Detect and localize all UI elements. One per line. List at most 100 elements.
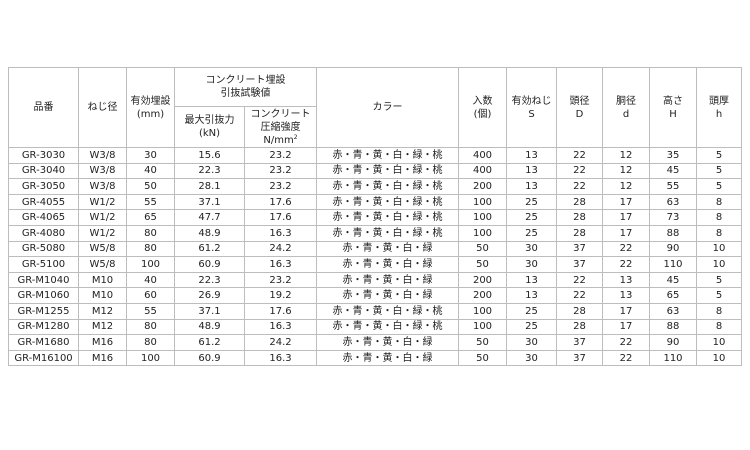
header-eff-thread: 有効ねじ S xyxy=(506,67,557,148)
table-row: GR-M1680 M16 80 61.2 24.2 赤・青・黄・白・緑 50 30 37 22 90… xyxy=(8,334,742,351)
cell-max-pullout: 60.9 xyxy=(174,349,245,367)
cell-head-thick: 10 xyxy=(696,334,742,351)
cell-body-dia: 22 xyxy=(602,349,650,367)
cell-color: 赤・青・黄・白・緑・桃 xyxy=(316,193,459,211)
cell-color: 赤・青・黄・白・緑・桃 xyxy=(316,162,459,180)
cell-qty: 200 xyxy=(458,178,507,195)
cell-head-thick: 8 xyxy=(696,193,742,211)
header-concrete-strength: コンクリート 圧縮強度 N/mm2 xyxy=(244,106,317,148)
table-row: GR-M1255 M12 55 37.1 17.6 赤・青・黄・白・緑・桃 100 25 28 1… xyxy=(8,302,742,320)
cell-color: 赤・青・黄・白・緑・桃 xyxy=(316,224,459,242)
cell-thread: W1/2 xyxy=(78,224,127,242)
cell-max-pullout: 48.9 xyxy=(174,224,245,242)
cell-thread: W5/8 xyxy=(78,240,127,258)
cell-concrete-strength: 17.6 xyxy=(244,302,317,320)
cell-head-dia: 22 xyxy=(556,178,603,195)
cell-body-dia: 12 xyxy=(602,178,650,195)
cell-eff-thread: 30 xyxy=(506,256,557,273)
cell-max-pullout: 37.1 xyxy=(174,302,245,320)
cell-height: 88 xyxy=(649,318,697,336)
cell-height: 45 xyxy=(649,271,697,289)
symbol: h xyxy=(715,108,723,120)
cell-max-pullout: 48.9 xyxy=(174,318,245,336)
cell-embed-depth: 55 xyxy=(126,302,175,320)
unit: N/mm xyxy=(263,134,294,146)
header-head-thick: 頭厚 h xyxy=(696,67,742,148)
cell-embed-depth: 50 xyxy=(126,178,175,195)
table-row: GR-M1060 M10 60 26.9 19.2 赤・青・黄・白・緑 200 13 22 13 6… xyxy=(8,287,742,304)
cell-part-no: GR-4055 xyxy=(8,193,79,211)
cell-thread: M10 xyxy=(78,287,127,304)
table-row: GR-4080 W1/2 80 48.9 16.3 赤・青・黄・白・緑・桃 100 25 28 1… xyxy=(8,224,742,242)
cell-head-dia: 22 xyxy=(556,271,603,289)
cell-embed-depth: 80 xyxy=(126,224,175,242)
table-row: GR-3030 W3/8 30 15.6 23.2 赤・青・黄・白・緑・桃 400 13 22 1… xyxy=(8,147,742,164)
cell-head-dia: 22 xyxy=(556,287,603,304)
cell-head-thick: 5 xyxy=(696,271,742,289)
cell-thread: W3/8 xyxy=(78,147,127,164)
cell-thread: M16 xyxy=(78,334,127,351)
cell-body-dia: 17 xyxy=(602,224,650,242)
cell-head-dia: 28 xyxy=(556,209,603,226)
cell-color: 赤・青・黄・白・緑・桃 xyxy=(316,318,459,336)
cell-part-no: GR-3030 xyxy=(8,147,79,164)
cell-thread: M12 xyxy=(78,302,127,320)
table-row: GR-4065 W1/2 65 47.7 17.6 赤・青・黄・白・緑・桃 100 25 28 1… xyxy=(8,209,742,226)
cell-head-thick: 10 xyxy=(696,349,742,367)
label: 有効ねじ xyxy=(511,95,552,107)
cell-max-pullout: 15.6 xyxy=(174,147,245,164)
cell-color: 赤・青・黄・白・緑・桃 xyxy=(316,178,459,195)
header-part-no: 品番 xyxy=(8,67,79,148)
label: コンクリート xyxy=(250,108,311,120)
cell-eff-thread: 30 xyxy=(506,240,557,258)
cell-eff-thread: 13 xyxy=(506,178,557,195)
cell-max-pullout: 47.7 xyxy=(174,209,245,226)
cell-concrete-strength: 19.2 xyxy=(244,287,317,304)
label: 入数 xyxy=(472,95,493,107)
cell-head-dia: 37 xyxy=(556,240,603,258)
cell-body-dia: 17 xyxy=(602,302,650,320)
cell-height: 65 xyxy=(649,287,697,304)
cell-head-dia: 22 xyxy=(556,147,603,164)
cell-max-pullout: 22.3 xyxy=(174,162,245,180)
cell-qty: 100 xyxy=(458,224,507,242)
cell-body-dia: 17 xyxy=(602,209,650,226)
cell-color: 赤・青・黄・白・緑 xyxy=(316,334,459,351)
cell-eff-thread: 13 xyxy=(506,147,557,164)
cell-part-no: GR-5080 xyxy=(8,240,79,258)
cell-eff-thread: 25 xyxy=(506,318,557,336)
table-row: GR-3040 W3/8 40 22.3 23.2 赤・青・黄・白・緑・桃 400 13 22 1… xyxy=(8,162,742,180)
cell-eff-thread: 13 xyxy=(506,287,557,304)
cell-concrete-strength: 24.2 xyxy=(244,334,317,351)
cell-qty: 200 xyxy=(458,287,507,304)
cell-head-dia: 22 xyxy=(556,162,603,180)
cell-height: 90 xyxy=(649,334,697,351)
cell-embed-depth: 100 xyxy=(126,349,175,367)
label: 有効埋設 xyxy=(130,95,171,107)
cell-eff-thread: 25 xyxy=(506,302,557,320)
cell-concrete-strength: 24.2 xyxy=(244,240,317,258)
cell-qty: 50 xyxy=(458,334,507,351)
symbol: S xyxy=(528,108,535,120)
table-row: GR-3050 W3/8 50 28.1 23.2 赤・青・黄・白・緑・桃 200 13 22 1… xyxy=(8,178,742,195)
cell-embed-depth: 55 xyxy=(126,193,175,211)
header-body-dia: 胴径 d xyxy=(602,67,650,148)
cell-max-pullout: 22.3 xyxy=(174,271,245,289)
cell-head-thick: 8 xyxy=(696,318,742,336)
cell-part-no: GR-M16100 xyxy=(8,349,79,367)
table-row: GR-5080 W5/8 80 61.2 24.2 赤・青・黄・白・緑 50 30 37 22 90… xyxy=(8,240,742,258)
cell-eff-thread: 30 xyxy=(506,349,557,367)
cell-qty: 50 xyxy=(458,349,507,367)
cell-eff-thread: 25 xyxy=(506,224,557,242)
cell-max-pullout: 60.9 xyxy=(174,256,245,273)
cell-concrete-strength: 17.6 xyxy=(244,209,317,226)
cell-eff-thread: 13 xyxy=(506,271,557,289)
cell-embed-depth: 80 xyxy=(126,318,175,336)
table-row: GR-M1280 M12 80 48.9 16.3 赤・青・黄・白・緑・桃 100 25 28 1… xyxy=(8,318,742,336)
header-head-dia: 頭径 D xyxy=(556,67,603,148)
cell-color: 赤・青・黄・白・緑 xyxy=(316,256,459,273)
label: 圧縮強度 xyxy=(260,121,301,133)
header-embed-depth: 有効埋設 (mm) xyxy=(126,67,175,148)
cell-eff-thread: 30 xyxy=(506,334,557,351)
cell-concrete-strength: 17.6 xyxy=(244,193,317,211)
